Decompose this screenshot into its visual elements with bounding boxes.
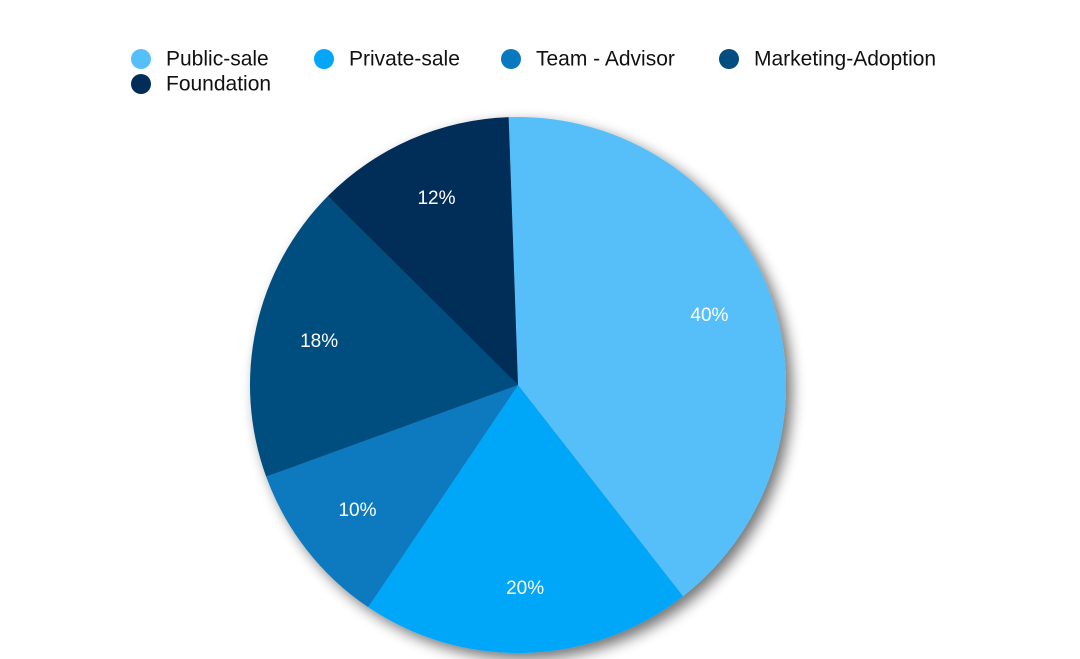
legend: Public-sale Private-sale Team - Advisor Mar… bbox=[131, 48, 936, 96]
pie-slice-private-sale bbox=[368, 385, 683, 653]
legend-swatch bbox=[501, 49, 521, 69]
pie-slice-marketing-adoption bbox=[250, 196, 518, 477]
pie-slice-team-advisor bbox=[266, 385, 518, 608]
slice-label: 12% bbox=[417, 188, 455, 209]
legend-swatch bbox=[719, 49, 739, 69]
pie-slice-foundation bbox=[327, 117, 518, 385]
slice-labels: 40% 20% 10% 18% 12% bbox=[300, 188, 728, 599]
legend-label: Public-sale bbox=[166, 48, 269, 71]
slice-label: 20% bbox=[506, 578, 544, 599]
legend-label: Team - Advisor bbox=[536, 48, 675, 71]
legend-label: Marketing-Adoption bbox=[754, 48, 936, 71]
legend-label: Foundation bbox=[166, 73, 271, 96]
legend-swatch bbox=[131, 74, 151, 94]
legend-swatch bbox=[314, 49, 334, 69]
pie bbox=[250, 116, 787, 653]
slice-label: 40% bbox=[690, 305, 728, 326]
legend-label: Private-sale bbox=[349, 48, 460, 71]
slice-label: 18% bbox=[300, 331, 338, 352]
legend-swatch bbox=[131, 49, 151, 69]
slice-label: 10% bbox=[338, 500, 376, 521]
pie-slice-public-sale bbox=[508, 116, 787, 597]
